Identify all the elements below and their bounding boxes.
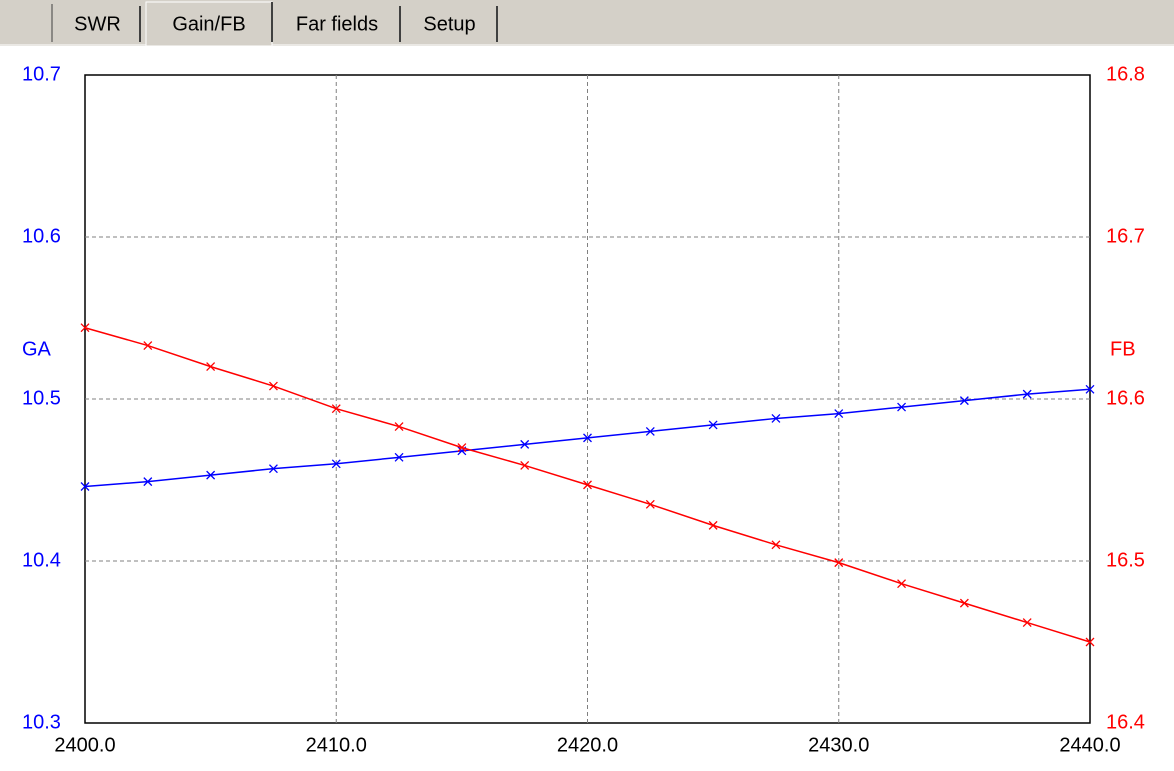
point-marker: [80, 323, 90, 333]
point-marker: [457, 443, 467, 453]
tab-label: Far fields: [296, 13, 378, 35]
y-tick-label: 10.5: [22, 387, 61, 409]
point-marker: [897, 402, 907, 412]
y2-axis-label: FB: [1110, 338, 1136, 360]
y2-tick-label: 16.8: [1106, 63, 1145, 85]
point-marker: [708, 420, 718, 430]
point-marker: [394, 452, 404, 462]
tab-label: SWR: [74, 13, 121, 35]
x-tick-label: 2400.0: [54, 734, 115, 756]
point-marker: [897, 579, 907, 589]
point-marker: [1085, 637, 1095, 647]
x-tick-label: 2440.0: [1059, 734, 1120, 756]
point-marker: [206, 470, 216, 480]
tab[interactable]: Setup: [423, 6, 498, 42]
point-marker: [520, 439, 530, 449]
point-marker: [583, 480, 592, 490]
y-axis-label: GA: [22, 338, 52, 360]
point-marker: [834, 409, 844, 419]
point-marker: [645, 426, 655, 436]
point-marker: [520, 460, 530, 470]
point-marker: [771, 413, 781, 423]
point-marker: [268, 464, 278, 474]
tab[interactable]: SWR: [74, 6, 141, 42]
y2-tick-label: 16.6: [1106, 387, 1145, 409]
point-marker: [834, 558, 844, 568]
point-marker: [771, 540, 781, 550]
point-marker: [80, 482, 90, 491]
point-marker: [708, 520, 718, 530]
point-marker: [583, 433, 592, 443]
y-tick-label: 10.6: [22, 225, 61, 247]
point-marker: [143, 341, 153, 350]
tab-active-bg: [145, 1, 273, 47]
point-marker: [268, 381, 278, 391]
point-marker: [331, 459, 341, 469]
y-tick-label: 10.7: [22, 63, 61, 85]
point-marker: [1085, 384, 1095, 394]
point-marker: [959, 598, 969, 608]
y2-tick-label: 16.7: [1106, 225, 1145, 247]
x-tick-label: 2410.0: [306, 734, 367, 756]
y-tick-label: 10.4: [22, 549, 61, 571]
point-marker: [1022, 618, 1032, 628]
point-marker: [143, 477, 153, 487]
x-tick-label: 2430.0: [808, 734, 869, 756]
tab-label: Setup: [423, 13, 475, 35]
y-tick-label: 10.3: [22, 711, 61, 733]
point-marker: [1022, 389, 1032, 399]
y2-tick-label: 16.5: [1106, 549, 1145, 571]
x-tick-label: 2420.0: [557, 734, 618, 756]
tab[interactable]: Gain/FB: [145, 1, 273, 47]
point-marker: [206, 362, 216, 372]
point-marker: [331, 404, 341, 414]
tab[interactable]: Far fields: [296, 6, 401, 42]
point-marker: [959, 396, 969, 406]
point-marker: [394, 422, 404, 431]
point-marker: [645, 499, 655, 509]
y2-tick-label: 16.4: [1106, 711, 1145, 733]
tab-label: Gain/FB: [172, 13, 245, 35]
